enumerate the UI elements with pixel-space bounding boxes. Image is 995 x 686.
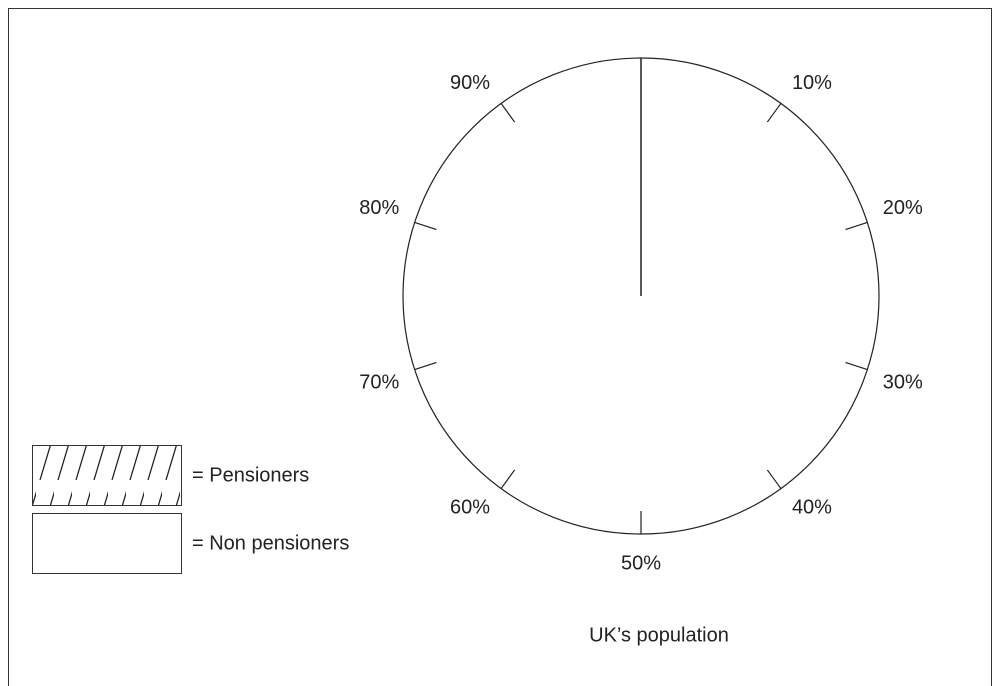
tick-label: 70% [359, 372, 399, 394]
tick-label: 20% [883, 197, 923, 219]
legend-swatch [32, 445, 182, 506]
legend-label: = Non pensioners [192, 532, 349, 554]
tick-label: 50% [621, 552, 661, 574]
caption: UK’s population [589, 624, 729, 646]
tick-mark [500, 103, 516, 123]
tick-mark [414, 221, 437, 231]
frame [8, 8, 992, 686]
tick-label: 10% [792, 72, 832, 94]
tick-mark [845, 221, 868, 231]
tick-label: 60% [450, 497, 490, 519]
tick-label: 30% [883, 372, 923, 394]
tick-label: 80% [359, 197, 399, 219]
legend-label: = Pensioners [192, 464, 309, 486]
tick-mark [766, 103, 782, 123]
tick-mark [845, 361, 868, 371]
tick-mark [766, 469, 782, 489]
tick-mark [414, 361, 437, 371]
tick-mark [500, 469, 516, 489]
tick-label: 90% [450, 72, 490, 94]
legend-swatch [32, 513, 182, 574]
tick-label: 40% [792, 497, 832, 519]
